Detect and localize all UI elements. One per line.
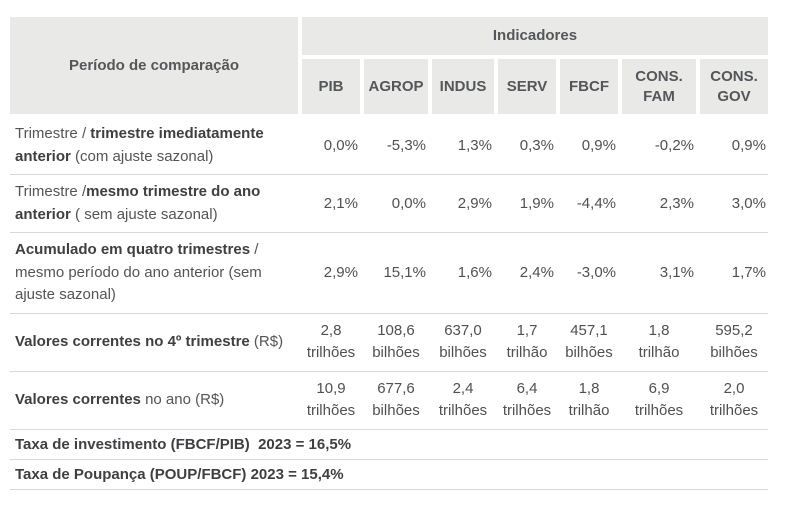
value-cell: 1,7%	[731, 264, 766, 282]
column-header-agrop: AGROP	[364, 59, 428, 114]
value-cell: 6,9 trilhões	[634, 379, 684, 420]
value-cell: -3,0%	[576, 264, 616, 282]
value-cell: 10,9 trilhões	[306, 379, 356, 420]
value-cell: -5,3%	[386, 137, 426, 154]
value-cell: 1,8 trilhão	[638, 321, 680, 362]
value-cell: 2,9%	[323, 264, 358, 282]
column-header-cons-gov: CONS. GOV	[700, 59, 768, 114]
value-cell: 6,4 trilhões	[502, 379, 552, 420]
value-cell: 0,0%	[323, 137, 358, 154]
value-cell: 637,0 bilhões	[439, 321, 487, 362]
table-row: Trimestre /mesmo trimestre do ano anteri…	[10, 175, 768, 233]
value-cell: 3,1%	[659, 264, 694, 282]
value-cell: -4,4%	[576, 195, 616, 212]
table-body: Trimestre / trimestre imediatamente ante…	[10, 117, 768, 490]
indicators-table: Período de comparação Indicadores PIB AGR…	[10, 17, 768, 490]
column-header-serv: SERV	[498, 59, 556, 114]
value-cell: 2,4%	[519, 264, 554, 282]
value-cell: 677,6 bilhões	[372, 379, 420, 420]
value-cell: 1,9%	[519, 195, 554, 212]
row-label: Valores correntes no ano (R$)	[15, 390, 225, 408]
value-cell: 595,2 bilhões	[710, 321, 758, 362]
value-cell: 2,0 trilhões	[709, 379, 759, 420]
value-cell: 3,0%	[731, 195, 766, 212]
value-cell: 0,0%	[391, 195, 426, 212]
table-row: Acumulado em quatro trimestres / mesmo p…	[10, 233, 768, 314]
column-header-fbcf: FBCF	[560, 59, 618, 114]
value-cell: 457,1 bilhões	[565, 321, 613, 362]
value-cell: 108,6 bilhões	[372, 321, 420, 362]
value-cell: 2,8 trilhões	[306, 321, 356, 362]
value-cell: 2,1%	[323, 195, 358, 212]
value-cell: 2,9%	[457, 195, 492, 212]
value-cell: 1,8 trilhão	[568, 379, 610, 420]
value-cell: 1,7 trilhão	[506, 321, 548, 362]
value-cell: 0,9%	[581, 137, 616, 154]
column-header-pib: PIB	[302, 59, 360, 114]
table-row: Valores correntes no 4º trimestre (R$) 2,…	[10, 314, 768, 372]
indicators-group-header: Indicadores	[302, 17, 768, 55]
period-column-header: Período de comparação	[10, 17, 298, 114]
column-header-cons-fam: CONS. FAM	[622, 59, 696, 114]
table-header: Período de comparação Indicadores PIB AGR…	[10, 17, 768, 114]
table-row: Valores correntes no ano (R$) 10,9 trilhõe…	[10, 372, 768, 430]
value-cell: 2,3%	[659, 195, 694, 212]
row-label: Acumulado em quatro trimestres / mesmo p…	[15, 241, 262, 303]
row-label: Trimestre / trimestre imediatamente ante…	[15, 125, 264, 165]
table-note-row: Taxa de investimento (FBCF/PIB) 2023 = 1…	[10, 430, 768, 460]
value-cell: 0,3%	[519, 137, 554, 154]
value-cell: -0,2%	[654, 137, 694, 154]
value-cell: 1,3%	[457, 137, 492, 154]
value-cell: 1,6%	[457, 264, 492, 282]
table-note-row: Taxa de Poupança (POUP/FBCF) 2023 = 15,4…	[10, 460, 768, 490]
value-cell: 0,9%	[731, 137, 766, 154]
row-label: Trimestre /mesmo trimestre do ano anteri…	[15, 183, 261, 223]
value-cell: 2,4 trilhões	[438, 379, 488, 420]
row-label: Valores correntes no 4º trimestre (R$)	[15, 332, 284, 350]
column-header-indus: INDUS	[432, 59, 494, 114]
table-row: Trimestre / trimestre imediatamente ante…	[10, 117, 768, 175]
value-cell: 15,1%	[383, 264, 426, 282]
